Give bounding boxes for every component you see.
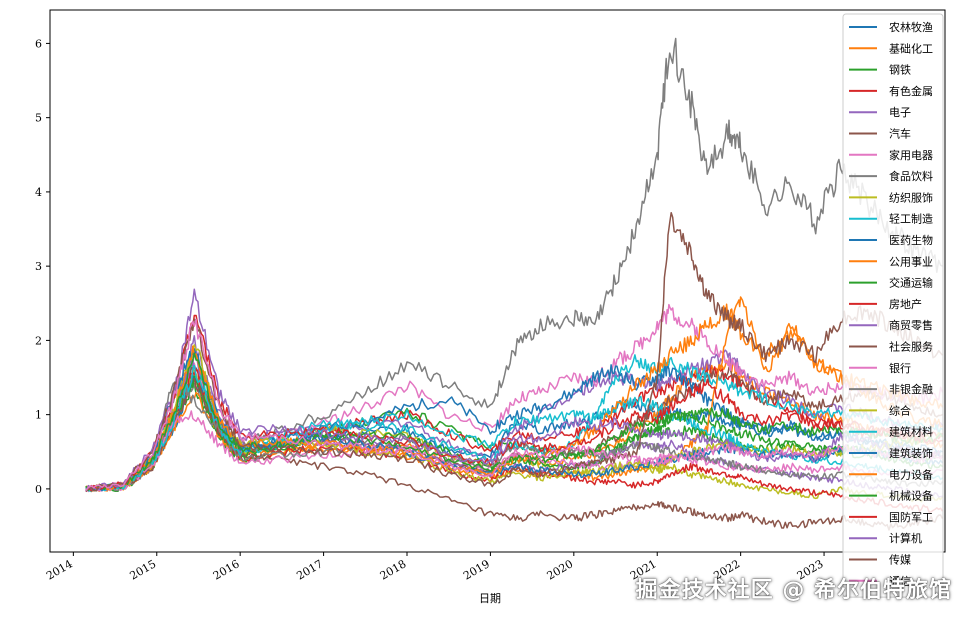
legend-entry: 纺织服饰	[889, 190, 933, 204]
legend-entry: 通信	[889, 575, 911, 588]
x-tick-label: 2016	[211, 557, 242, 582]
y-tick-label: 6	[35, 37, 42, 50]
series-line-17	[85, 410, 943, 493]
series-line-27	[85, 318, 944, 491]
legend-entry: 食品饮料	[889, 169, 933, 183]
legend-entry: 社会服务	[889, 340, 933, 354]
legend-entry: 交通运输	[889, 276, 933, 290]
legend-entry: 公用事业	[889, 255, 933, 268]
legend: 农林牧渔基础化工钢铁有色金属电子汽车家用电器食品饮料纺织服饰轻工制造医药生物公用…	[842, 13, 944, 598]
legend-entry: 医药生物	[889, 233, 933, 247]
legend-entry: 建筑材料	[889, 425, 933, 439]
y-tick-label: 2	[35, 334, 42, 347]
legend-entry: 钢铁	[889, 64, 911, 77]
y-tick-label: 5	[35, 112, 42, 125]
x-tick-label: 2014	[44, 557, 75, 582]
series-line-16	[85, 377, 944, 531]
legend-box	[842, 13, 944, 598]
x-tick-label: 2019	[461, 557, 492, 582]
legend-entry: 计算机	[889, 531, 922, 545]
legend-entry: 国防军工	[889, 510, 933, 524]
legend-entry: 传媒	[889, 554, 911, 567]
legend-entry: 汽车	[889, 127, 911, 141]
legend-entry: 非银金融	[889, 382, 933, 396]
watermark: 掘金技术社区 @ 希尔伯特旅馆	[635, 578, 952, 603]
y-tick-label: 4	[35, 186, 42, 199]
legend-entry: 电子	[889, 106, 911, 119]
x-axis-label: 日期	[479, 592, 501, 605]
legend-entry: 农林牧渔	[889, 20, 933, 34]
series-layer	[85, 37, 944, 531]
legend-entry: 家用电器	[889, 148, 933, 162]
legend-entry: 有色金属	[889, 84, 933, 98]
y-tick-label: 1	[35, 409, 42, 422]
x-tick-label: 2015	[128, 557, 159, 582]
x-tick-label: 2020	[545, 557, 576, 582]
legend-entry: 电力设备	[889, 467, 933, 481]
plot-frame	[49, 9, 946, 553]
legend-entry: 银行	[889, 361, 911, 375]
series-line-20	[85, 364, 943, 492]
legend-entry: 轻工制造	[889, 212, 933, 226]
x-tick-label: 2017	[294, 557, 325, 582]
series-line-26	[85, 211, 944, 492]
legend-entry: 商贸零售	[889, 318, 933, 332]
legend-entry: 房地产	[889, 297, 922, 311]
legend-entry: 综合	[889, 403, 911, 417]
legend-entry: 机械设备	[889, 489, 933, 503]
legend-entry: 建筑装饰	[889, 446, 933, 460]
legend-entry: 基础化工	[889, 41, 933, 55]
x-tick-label: 2018	[378, 557, 409, 582]
y-tick-label: 0	[35, 483, 42, 496]
y-tick-label: 3	[35, 260, 42, 273]
series-line-24	[85, 314, 943, 493]
